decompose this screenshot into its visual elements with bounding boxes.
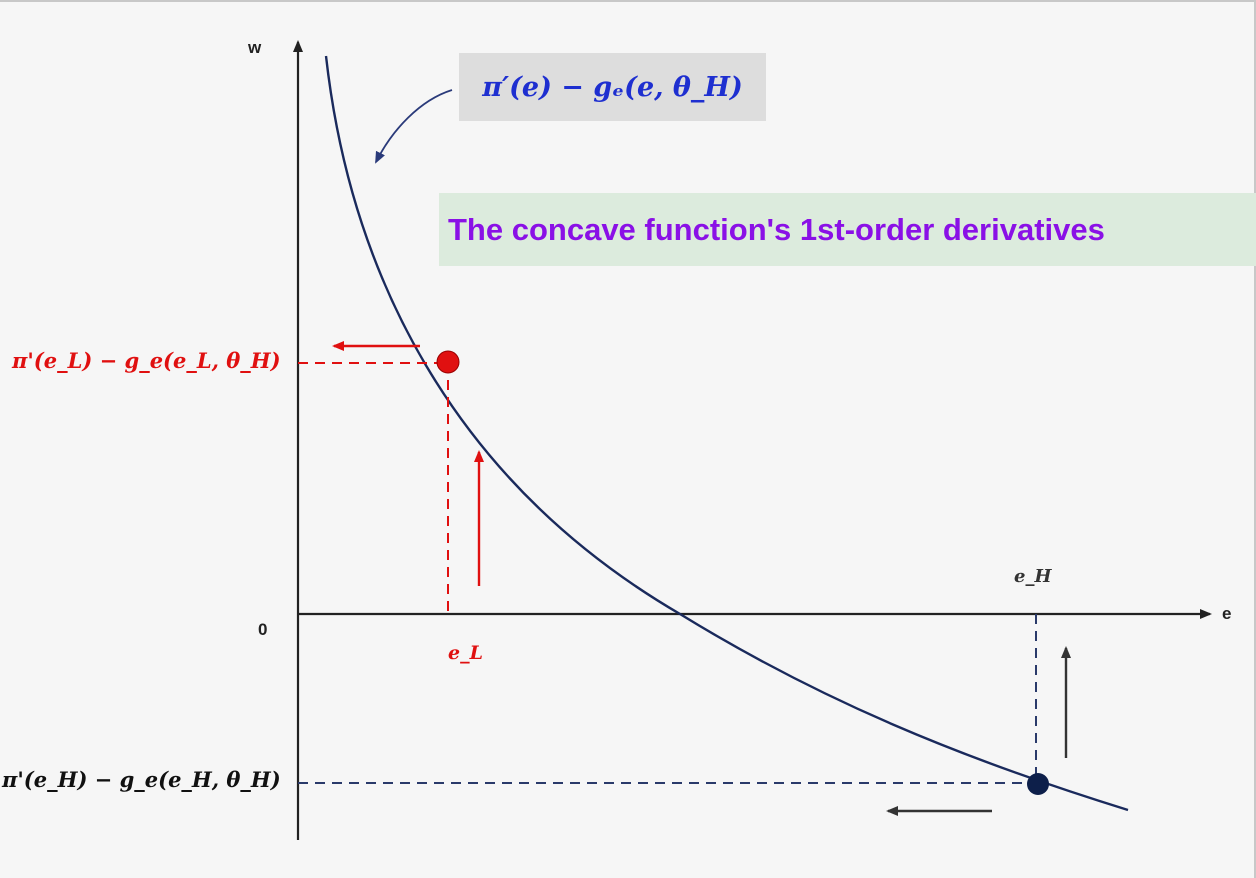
origin-label: 0 (258, 620, 268, 639)
concave-derivative-note: The concave function's 1st-order derivat… (439, 193, 1256, 266)
x-axis-label: e (1222, 604, 1232, 623)
callout-pointer-arrow (375, 89, 453, 164)
y-axis-label: w (248, 38, 262, 57)
curve-formula-callout: π′(e) − gₑ(e, θ_H) (459, 53, 766, 121)
el-x-label: e_L (448, 642, 483, 664)
point-el (436, 350, 460, 374)
eh-x-label: e_H (1014, 566, 1052, 587)
derivative-curve (324, 55, 1129, 812)
eh-y-label: π'(e_H) − g_e(e_H, θ_H) (2, 767, 281, 792)
point-eh (1027, 773, 1049, 795)
el-y-label: π'(e_L) − g_e(e_L, θ_H) (12, 348, 281, 373)
